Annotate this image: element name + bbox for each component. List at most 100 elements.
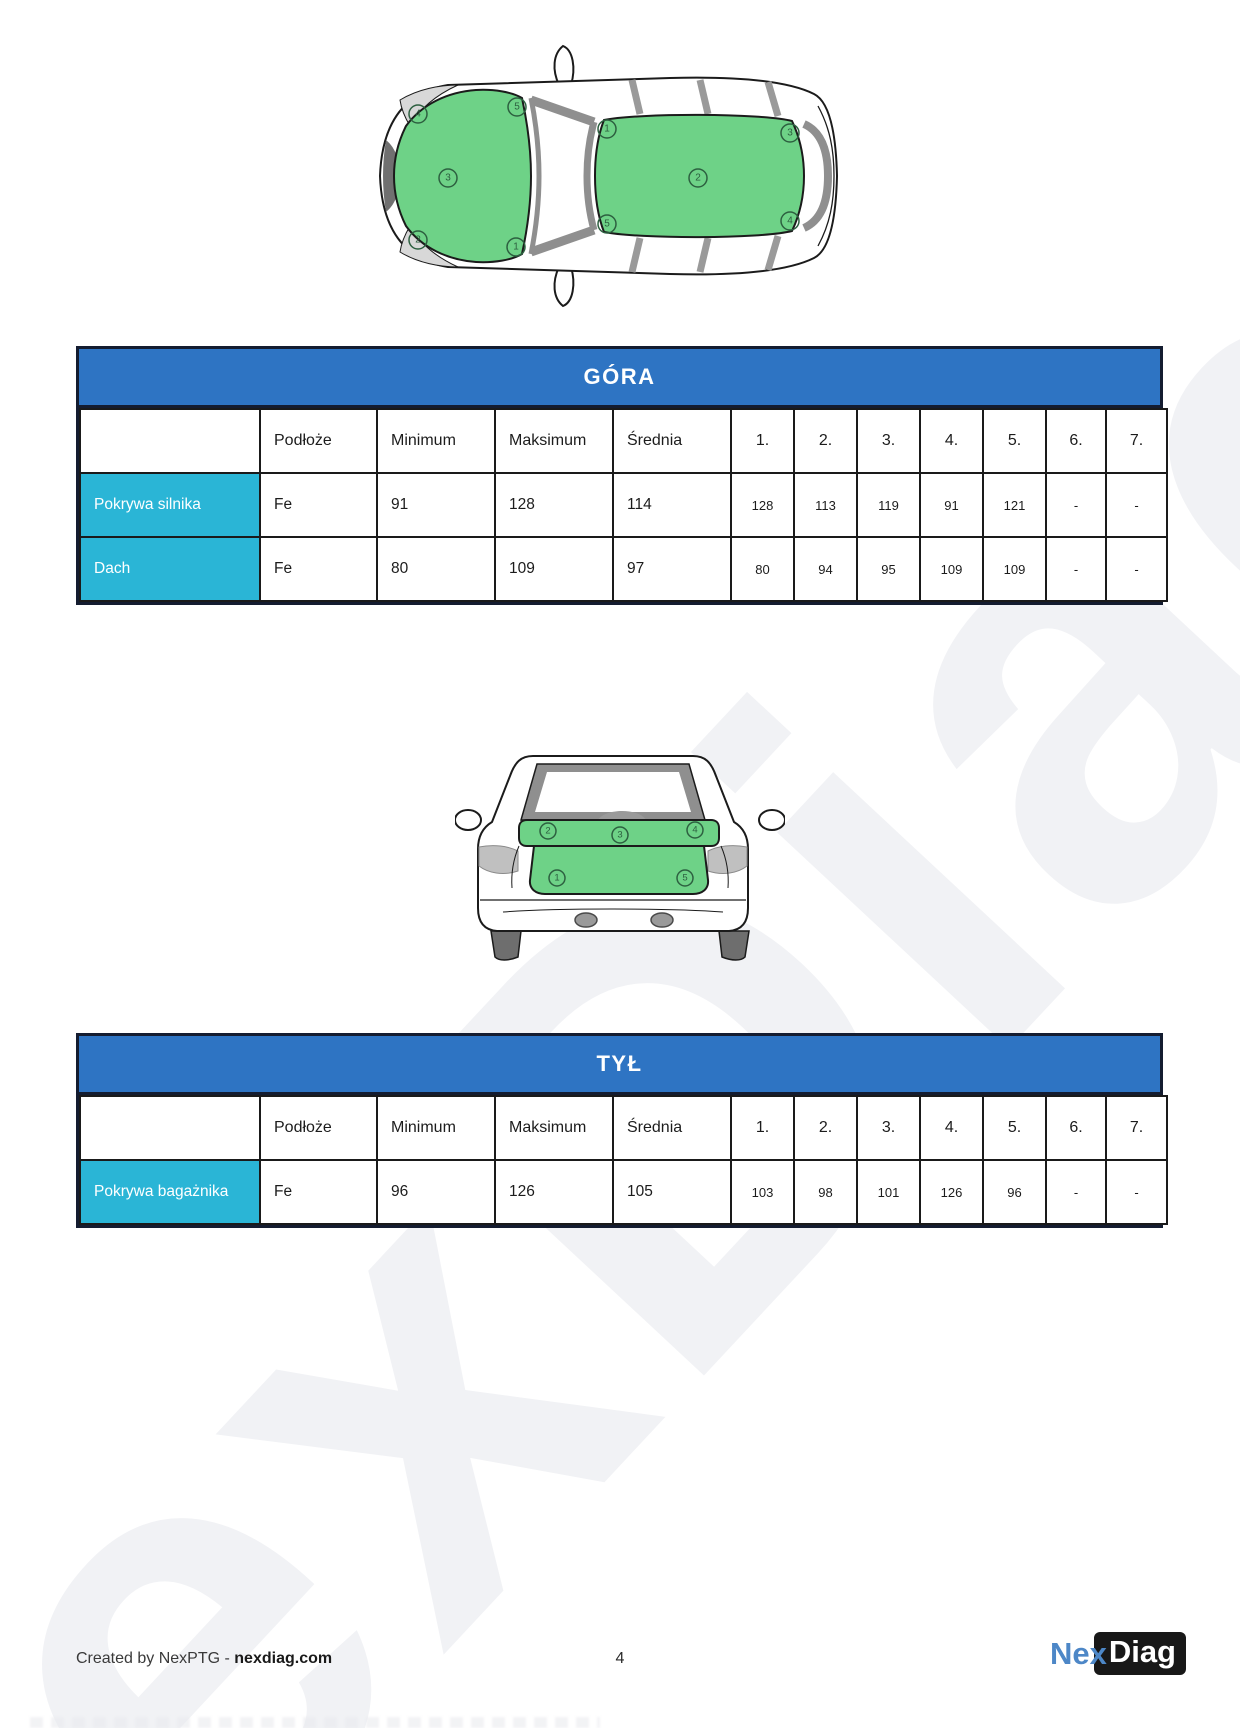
trunk-point-label: 4 — [692, 825, 697, 836]
cell-podloze: Fe — [259, 1159, 378, 1225]
c-pillar-top — [696, 79, 712, 115]
mirror-left-icon — [455, 809, 482, 831]
col-header-blank — [79, 1095, 261, 1161]
row-label: Pokrywa bagażnika — [79, 1159, 261, 1225]
hood-point-label: 3 — [445, 173, 451, 184]
car-top-view-diagram: 4 5 3 2 1 1 3 2 5 4 — [379, 44, 838, 308]
trunk-point-label: 5 — [682, 873, 687, 884]
bumper-lower-line — [502, 908, 724, 913]
cell-m5: 96 — [982, 1159, 1047, 1225]
mirror-right-icon — [758, 809, 785, 831]
col-header-srednia: Średnia — [612, 408, 732, 474]
roof-point-label: 5 — [604, 219, 610, 230]
cell-m7: - — [1105, 536, 1168, 602]
col-header-maksimum: Maksimum — [494, 1095, 614, 1161]
table-tyl: TYŁ Podłoże Minimum Maksimum Średnia 1. … — [76, 1033, 1168, 1228]
cell-maksimum: 128 — [494, 472, 614, 538]
cell-m3: 95 — [856, 536, 921, 602]
cell-m6: - — [1045, 472, 1107, 538]
table-gora: GÓRA Podłoże Minimum Maksimum Średnia 1.… — [76, 346, 1168, 605]
col-header-6: 6. — [1045, 408, 1107, 474]
row-label: Dach — [79, 536, 261, 602]
col-header-2: 2. — [793, 408, 858, 474]
a-pillar-bottom — [529, 225, 596, 257]
row-label: Pokrywa silnika — [79, 472, 261, 538]
cell-minimum: 91 — [376, 472, 496, 538]
cell-m1: 80 — [730, 536, 795, 602]
hood-point-label: 1 — [513, 242, 519, 253]
table-tyl-title: TYŁ — [79, 1036, 1160, 1095]
col-header-3: 3. — [856, 408, 921, 474]
mirror-right-icon — [553, 266, 575, 308]
d-pillar-bottom — [764, 235, 782, 271]
table-header-row: Podłoże Minimum Maksimum Średnia 1. 2. 3… — [79, 1095, 1168, 1161]
cell-maksimum: 109 — [494, 536, 614, 602]
col-header-minimum: Minimum — [376, 408, 496, 474]
trunk-point-label: 1 — [554, 873, 559, 884]
roof-point-label: 4 — [787, 216, 793, 227]
col-header-podloze: Podłoże — [259, 408, 378, 474]
c-pillar-bottom — [696, 237, 712, 273]
table-gora-title: GÓRA — [79, 349, 1160, 408]
roof-panel-highlight — [593, 113, 806, 239]
cell-m2: 113 — [793, 472, 858, 538]
col-header-4: 4. — [919, 408, 984, 474]
windshield-roof-edge — [583, 121, 598, 231]
roof-point-label: 2 — [695, 173, 701, 184]
logo-nex-text: Nex — [1049, 1635, 1107, 1671]
logo-diag-text: Diag — [1093, 1632, 1186, 1675]
col-header-2: 2. — [793, 1095, 858, 1161]
col-header-3: 3. — [856, 1095, 921, 1161]
footer-credit: Created by NexPTG - nexdiag.com — [76, 1650, 332, 1668]
b-pillar-top — [628, 79, 644, 115]
col-header-1: 1. — [730, 408, 795, 474]
measure-point — [408, 97, 527, 257]
cell-srednia: 114 — [612, 472, 732, 538]
cell-m7: - — [1105, 472, 1168, 538]
trunk-lower-highlight — [528, 845, 710, 895]
col-header-blank — [79, 408, 261, 474]
cell-m3: 101 — [856, 1159, 921, 1225]
cell-srednia: 105 — [612, 1159, 732, 1225]
roof-point-label: 3 — [787, 128, 793, 139]
table-row-dach: Dach Fe 80 109 97 80 94 95 109 109 - - — [79, 536, 1168, 602]
col-header-6: 6. — [1045, 1095, 1107, 1161]
cell-srednia: 97 — [612, 536, 732, 602]
nexdiag-logo: Nex Diag — [1050, 1632, 1186, 1675]
hood-point-label: 2 — [415, 235, 421, 246]
trunk-hump — [598, 811, 646, 820]
roof-point-label: 1 — [604, 124, 610, 135]
cutoff-text-fragment — [30, 1717, 600, 1728]
trunk-crease-left — [511, 845, 520, 889]
wheel-right — [718, 930, 750, 961]
col-header-7: 7. — [1105, 1095, 1168, 1161]
table-row-pokrywa-bagaznika: Pokrywa bagażnika Fe 96 126 105 103 98 1… — [79, 1159, 1168, 1225]
wheel-left — [490, 930, 522, 961]
col-header-4: 4. — [919, 1095, 984, 1161]
car-rear-view-diagram: 2 3 4 1 5 — [455, 755, 785, 961]
trunk-point-label: 2 — [545, 826, 550, 837]
col-header-podloze: Podłoże — [259, 1095, 378, 1161]
cell-m4: 109 — [919, 536, 984, 602]
cell-m2: 94 — [793, 536, 858, 602]
col-header-1: 1. — [730, 1095, 795, 1161]
trunk-band-highlight — [518, 819, 720, 847]
trunk-crease-right — [720, 845, 729, 889]
table-gora-grid: Podłoże Minimum Maksimum Średnia 1. 2. 3… — [79, 408, 1168, 602]
taillight-left — [478, 845, 519, 874]
a-pillar-top — [529, 95, 596, 127]
d-pillar-top — [764, 81, 782, 117]
col-header-7: 7. — [1105, 408, 1168, 474]
footer-website-link[interactable]: nexdiag.com — [234, 1650, 333, 1667]
col-header-srednia: Średnia — [612, 1095, 732, 1161]
col-header-minimum: Minimum — [376, 1095, 496, 1161]
cell-m1: 128 — [730, 472, 795, 538]
table-header-row: Podłoże Minimum Maksimum Średnia 1. 2. 3… — [79, 408, 1168, 474]
cell-podloze: Fe — [259, 536, 378, 602]
cell-m3: 119 — [856, 472, 921, 538]
col-header-maksimum: Maksimum — [494, 408, 614, 474]
cell-m2: 98 — [793, 1159, 858, 1225]
exhaust-left — [574, 912, 598, 928]
exhaust-right — [650, 912, 674, 928]
